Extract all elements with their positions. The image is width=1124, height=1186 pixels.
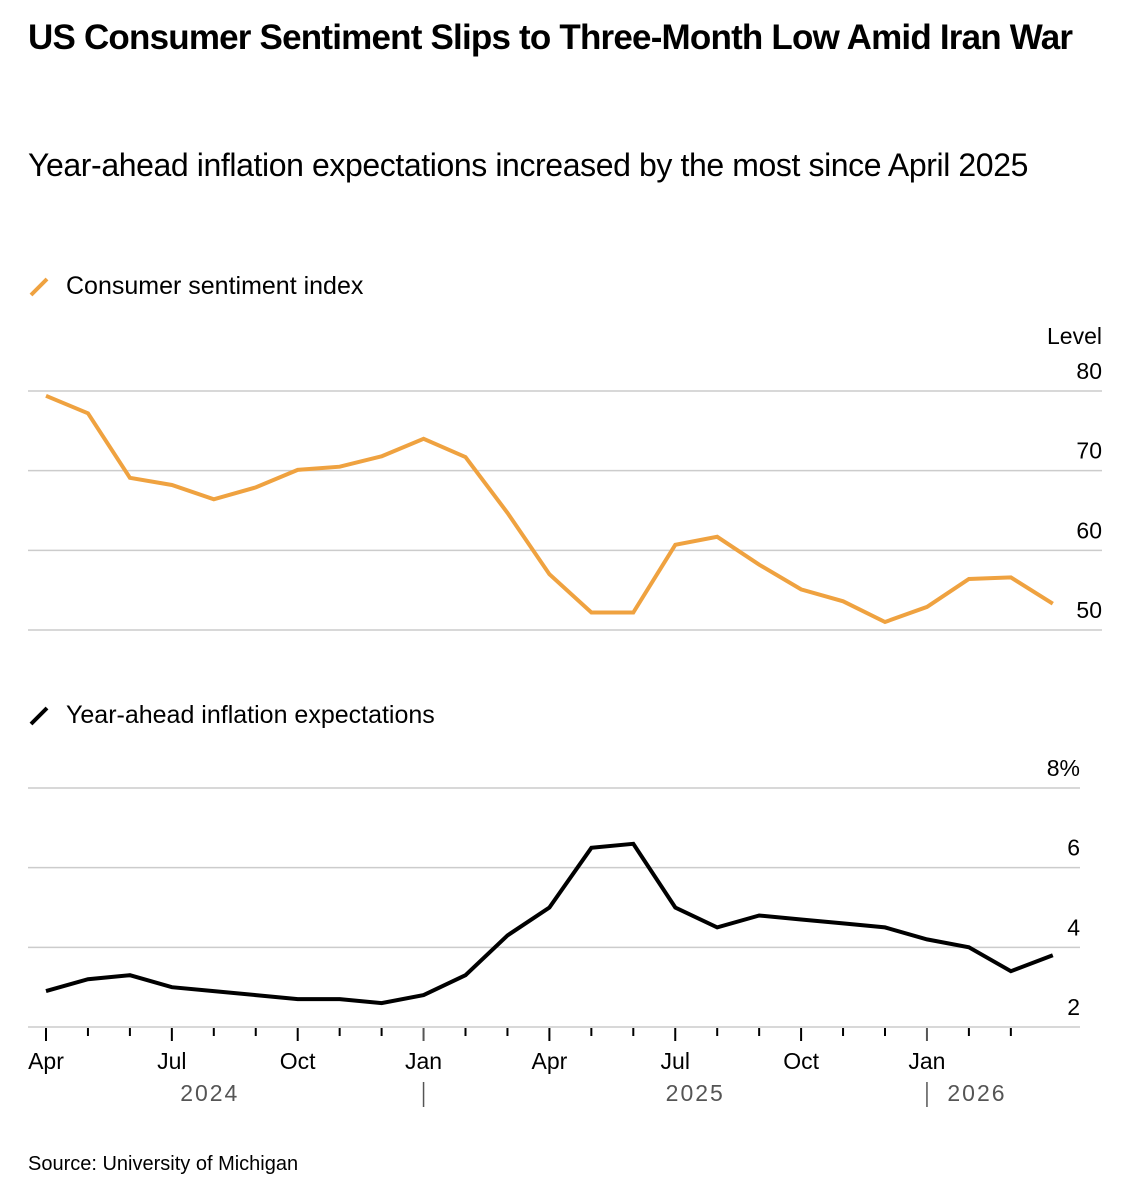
x-tick-label-apr: Apr bbox=[28, 1048, 64, 1074]
legend-sentiment: Consumer sentiment index bbox=[28, 272, 363, 301]
y-tick-label-inflation-6: 6 bbox=[1067, 835, 1080, 861]
x-axis: Apr Jul Oct Jan Apr Jul Oct Jan 2024 2025 2026 bbox=[28, 1028, 1012, 1107]
y-axis-title-level: Level bbox=[1047, 323, 1102, 349]
y-tick-label-sentiment-50: 50 bbox=[1076, 597, 1102, 623]
x-tick-label-jul: Jul bbox=[661, 1048, 690, 1074]
source-note: Source: University of Michigan bbox=[28, 1153, 299, 1175]
series-line-inflation bbox=[45, 841, 1054, 1006]
chart-subtitle: Year-ahead inflation expectations increa… bbox=[28, 147, 1028, 183]
legend-label-inflation: Year-ahead inflation expectations bbox=[66, 701, 435, 729]
y-tick-label-sentiment-60: 60 bbox=[1076, 517, 1102, 543]
x-tick-label-jul: Jul bbox=[157, 1048, 186, 1074]
x-tick-label-oct: Oct bbox=[280, 1048, 316, 1074]
series-line-sentiment bbox=[45, 393, 1054, 625]
year-label-2025: 2025 bbox=[666, 1080, 725, 1106]
y-tick-label-inflation-4: 4 bbox=[1067, 914, 1080, 940]
y-tick-label-sentiment-70: 70 bbox=[1076, 438, 1102, 464]
legend-line-icon-inflation bbox=[29, 706, 49, 725]
year-label-2024: 2024 bbox=[180, 1080, 239, 1106]
inflation-panel: 8% 6 4 2 bbox=[28, 755, 1080, 1028]
y-tick-label-inflation-2: 2 bbox=[1067, 994, 1080, 1020]
x-tick-label-jan: Jan bbox=[908, 1048, 945, 1074]
year-label-2026: 2026 bbox=[947, 1080, 1006, 1106]
x-tick-label-oct: Oct bbox=[783, 1048, 819, 1074]
sentiment-panel: Level 80 70 60 50 bbox=[28, 323, 1102, 631]
x-tick-label-apr: Apr bbox=[532, 1048, 568, 1074]
legend-label-sentiment: Consumer sentiment index bbox=[66, 272, 364, 300]
legend-inflation: Year-ahead inflation expectations bbox=[28, 701, 435, 730]
chart-title: US Consumer Sentiment Slips to Three-Mon… bbox=[28, 18, 1073, 57]
legend-line-icon-sentiment bbox=[29, 277, 49, 296]
x-tick-label-jan: Jan bbox=[405, 1048, 442, 1074]
y-tick-label-sentiment-80: 80 bbox=[1076, 358, 1102, 384]
y-tick-label-inflation-8: 8% bbox=[1047, 755, 1080, 781]
